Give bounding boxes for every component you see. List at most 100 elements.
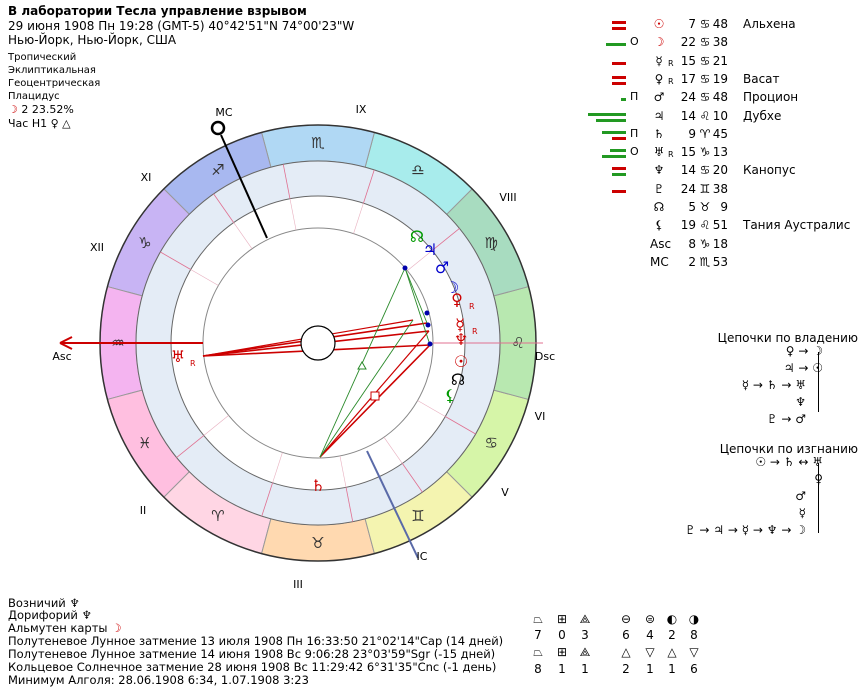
aspect-line <box>404 267 431 346</box>
dignity-bar <box>612 21 626 24</box>
sign-glyph: ♐ <box>211 161 224 179</box>
chain-row: ♇ → ♃ → ☿ → ♆ → ☽ <box>684 523 806 537</box>
stat-value: 8 <box>534 662 542 676</box>
stat-icon: ◐ <box>666 612 678 626</box>
planet-row: О ☽ 22 ♋ 38 <box>588 35 858 53</box>
planet-icon: ☽ <box>653 35 665 50</box>
fixed-star: Канопус <box>743 163 796 178</box>
stat-icon: ▽ <box>645 645 655 659</box>
sign-glyph: ♑ <box>138 234 151 252</box>
chain-connector <box>818 352 819 412</box>
almuten-label: Альмутен карты <box>8 621 108 635</box>
planet-degree: 7 <box>688 17 696 31</box>
planet-minutes: 51 <box>712 218 728 233</box>
stat-icon: △ <box>621 645 631 659</box>
planet-minutes: 18 <box>712 236 728 251</box>
house-cusp <box>339 455 347 488</box>
planet-icon: ♃ <box>653 108 665 123</box>
sign-icon: ♌ <box>699 108 711 123</box>
house-cusp <box>160 251 191 270</box>
neptune-icon: ♆ <box>81 608 92 622</box>
planet-row: ♇ 24 ♊ 38 <box>588 182 858 200</box>
house-cusp <box>383 437 403 464</box>
planet-minutes: 9 <box>720 200 728 214</box>
house-cusp <box>401 463 423 493</box>
fixed-star: Дубхе <box>743 108 782 123</box>
center-circle <box>300 325 336 361</box>
planet-row: ☉ 7 ♋ 48 Альхена <box>588 17 858 35</box>
label-h5: V <box>501 486 509 499</box>
sign-glyph: ♉ <box>311 534 324 552</box>
planet-glyph: ⚸ <box>444 386 456 405</box>
sign-icon: ♉ <box>699 200 711 214</box>
planet-point <box>402 265 408 271</box>
planet-mark: П <box>630 126 639 140</box>
chain-row: ♆ <box>795 395 806 409</box>
house-cusp <box>233 222 253 249</box>
planet-minutes: 21 <box>712 53 728 68</box>
dignity-bar <box>606 43 626 47</box>
retrograde-label: R <box>472 327 478 336</box>
chain-row: ♂ <box>795 489 806 503</box>
retrograde-label: R <box>668 150 674 160</box>
planet-row: ♀ R 17 ♋ 19 Васат <box>588 72 858 90</box>
label-h9: IX <box>356 103 367 116</box>
sign-icon: ♌ <box>699 218 711 233</box>
label-h2: II <box>140 504 147 517</box>
dignity-bar <box>588 112 626 116</box>
label-ic: IC <box>417 550 428 563</box>
planet-point <box>424 310 430 316</box>
planet-minutes: 19 <box>712 71 728 86</box>
retrograde-label: R <box>469 302 475 311</box>
planet-icon: ☿ <box>655 53 663 68</box>
planet-icon: ☊ <box>653 200 665 214</box>
planet-icon: ♀ <box>654 71 664 86</box>
planet-icon: ♅ <box>653 145 665 160</box>
stat-value: 2 <box>622 662 630 676</box>
label-h8: VIII <box>499 191 516 204</box>
event-1: Полутеневое Лунное затмение 13 июля 1908… <box>8 634 504 648</box>
event-4: Минимум Алголя: 28.06.1908 6:34, 1.07.19… <box>8 673 309 687</box>
label-h3: III <box>293 578 303 591</box>
stat-value: 7 <box>534 628 542 642</box>
stat-icon: ⊞ <box>556 645 568 659</box>
aspect-square-icon <box>370 391 380 401</box>
planet-minutes: 13 <box>712 145 728 160</box>
planet-degree: 14 <box>680 108 696 123</box>
setting-zodiac: Тропический <box>8 52 77 63</box>
planet-glyph: ♅ <box>171 347 185 366</box>
planet-minutes: 48 <box>712 17 728 31</box>
planet-degree: 15 <box>680 145 696 160</box>
planet-glyph: ♃ <box>423 240 437 259</box>
dignity-bar <box>612 75 626 79</box>
sign-glyph: ♍ <box>484 234 497 252</box>
planet-glyph: ♆ <box>454 330 468 349</box>
dignity-bar <box>612 173 626 177</box>
chains-rule-title: Цепочки по владению <box>717 331 858 345</box>
planet-icon: ⚸ <box>654 218 664 233</box>
house-cusp <box>213 193 235 223</box>
house-cusp <box>203 415 229 436</box>
planet-row: П ♂ 24 ♋ 48 Процион <box>588 90 858 108</box>
hour-label: Час Н1 <box>8 117 48 130</box>
planet-glyph: ☊ <box>410 227 424 246</box>
stat-icon: ⊞ <box>556 612 568 626</box>
planet-degree: 2 <box>688 254 696 269</box>
sign-icon: ♋ <box>699 35 711 50</box>
chain-row: ♇ → ♂ <box>766 412 806 426</box>
sign-icon: ♋ <box>699 90 711 105</box>
planet-degree: 5 <box>688 200 696 214</box>
aspect-trine-icon <box>357 360 367 370</box>
planet-degree: 19 <box>680 218 696 233</box>
planet-row: Asc 8 ♑ 18 <box>588 237 858 255</box>
sign-icon: ♋ <box>699 17 711 31</box>
planet-mark: О <box>630 35 639 49</box>
house-cusp <box>431 228 460 251</box>
mc-circle-icon <box>210 120 226 136</box>
setting-center: Геоцентрическая <box>8 78 101 89</box>
chain-row: ♀ → ☽ <box>785 344 823 358</box>
stat-value: 1 <box>668 662 676 676</box>
planet-row: ⚸ 19 ♌ 51 Тания Аустралис <box>588 218 858 236</box>
chain-row: ♃ → ☉ <box>783 361 823 375</box>
